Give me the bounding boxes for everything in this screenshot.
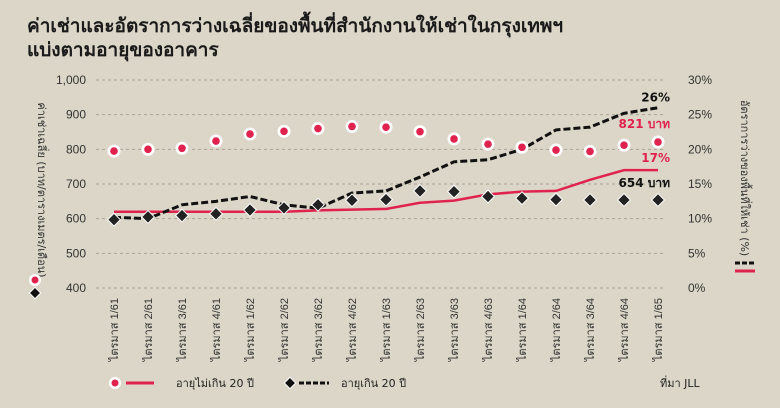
left-axis-label: ค่าเช่าเฉลี่ย (บาท/ตารางเมตร/เดือน): [28, 102, 50, 300]
annotation-rent-over20: 654 บาท: [619, 176, 671, 190]
legend: อายุไม่เกิน 20 ปี อายุเกิน 20 ปี: [0, 374, 780, 394]
annotation-vacancy-under20: 17%: [641, 151, 670, 165]
x-tick-label: ไตรมาส 1/65: [652, 298, 665, 362]
rent-over20-diamond: [650, 192, 666, 208]
x-tick-label: ไตรมาส 4/64: [618, 298, 631, 362]
rent-under20-dot-inner: [280, 127, 288, 136]
rent-under20-dot-inner: [552, 146, 560, 154]
annotation-rent-under20: 821 บาท: [619, 117, 671, 131]
legend-diamond-icon: [28, 286, 42, 300]
legend-over20-label: อายุเกิน 20 ปี: [341, 377, 407, 390]
right-axis-ticks: 0% 5% 10% 15% 20% 25% 30%: [688, 73, 712, 295]
rent-under20-dot-inner: [586, 147, 594, 156]
left-tick-label: 500: [66, 246, 86, 260]
rent-under20-dot-inner: [654, 138, 662, 146]
source-note: ที่มา JLL: [660, 377, 700, 390]
left-axis-ticks: 400 500 600 700 800 900 1,000: [56, 73, 86, 295]
x-tick-label: ไตรมาส 1/61: [108, 298, 121, 362]
rent-over20-diamond: [446, 184, 462, 199]
rent-under20-dot-inner: [484, 140, 492, 148]
right-tick-label: 10%: [688, 212, 712, 226]
right-tick-label: 20%: [688, 142, 712, 156]
right-tick-label: 5%: [688, 246, 706, 260]
rent-over20-diamond: [174, 208, 190, 223]
left-tick-label: 600: [66, 212, 86, 226]
left-tick-label: 1,000: [56, 73, 86, 87]
rent-over20-diamond: [310, 197, 326, 212]
rent-over20-diamond: [208, 206, 224, 221]
rent-over20-diamond: [378, 192, 394, 207]
rent-over20-diamond: [106, 212, 122, 227]
annotation-vacancy-over20: 26%: [641, 91, 670, 105]
rent-over20-diamond: [582, 192, 598, 208]
rent-under20-dot-inner: [144, 145, 152, 154]
gridlines: [96, 79, 666, 289]
right-axis-label: อัตราการว่างของพื้นที่ให้เช่า (%): [735, 100, 755, 273]
vacancy-over20-line: [113, 106, 659, 221]
rent-over20-diamond: [514, 191, 530, 206]
legend-dot-icon-inner: [31, 276, 39, 284]
x-tick-label: ไตรมาส 1/64: [516, 298, 529, 362]
rent-over20-diamond: [616, 192, 632, 208]
legend-under20-icon: [109, 377, 154, 389]
rent-under20-dot-inner: [178, 144, 186, 153]
legend-over20-icon: [283, 376, 329, 390]
title-line-1: ค่าเช่าและอัตราการว่างเฉลี่ยของพื้นที่สำ…: [27, 15, 564, 37]
rent-under20-dot-inner: [348, 122, 356, 131]
rent-under20-dot-inner: [314, 124, 322, 133]
x-tick-label: ไตรมาส 2/64: [550, 298, 563, 362]
x-axis-ticks: ไตรมาส 1/61 ไตรมาส 2/61 ไตรมาส 3/61 ไตรมาส …: [108, 298, 665, 362]
rent-under20-dot-inner: [110, 147, 118, 155]
rent-over20-diamond: [140, 209, 156, 225]
x-tick-label: ไตรมาส 1/63: [380, 298, 393, 362]
legend-item-under-20: อายุไม่เกิน 20 ปี: [108, 374, 254, 392]
rent-under20-dot-inner: [518, 143, 526, 152]
rent-over20-diamond: [480, 189, 496, 204]
rent-under20-dot-inner: [382, 123, 390, 131]
rent-under20-dot-inner: [212, 137, 220, 145]
chart-title: ค่าเช่าและอัตราการว่างเฉลี่ยของพื้นที่สำ…: [27, 14, 563, 62]
x-tick-label: ไตรมาส 3/64: [584, 298, 597, 362]
left-tick-label: 900: [66, 108, 86, 122]
left-tick-label: 700: [66, 177, 86, 191]
legend-under20-label: อายุไม่เกิน 20 ปี: [176, 377, 254, 390]
x-tick-label: ไตรมาส 2/61: [142, 298, 155, 362]
x-tick-label: ไตรมาส 2/63: [414, 298, 427, 362]
right-tick-label: 25%: [688, 108, 712, 122]
vacancy-under20-line: [114, 168, 658, 213]
x-tick-label: ไตรมาส 4/61: [210, 298, 223, 362]
x-tick-label: ไตรมาส 4/62: [346, 298, 359, 362]
x-tick-label: ไตรมาส 3/63: [448, 298, 461, 362]
rent-under20-dot-inner: [450, 135, 458, 143]
rent-over20-diamond: [412, 183, 428, 199]
legend-item-over-20: อายุเกิน 20 ปี: [283, 374, 406, 392]
left-tick-label: 800: [66, 142, 86, 156]
right-axis-title: อัตราการว่างของพื้นที่ให้เช่า (%): [738, 100, 753, 256]
right-tick-label: 15%: [688, 177, 712, 191]
series-markers: [106, 119, 666, 227]
x-tick-label: ไตรมาส 4/63: [482, 298, 495, 362]
right-tick-label: 30%: [688, 73, 712, 87]
rent-over20-diamond: [242, 202, 258, 218]
rent-under20-dot-inner: [620, 141, 628, 149]
rent-over20-diamond: [344, 193, 360, 208]
rent-under20-dot-inner: [416, 127, 424, 136]
annotations: 26% 821 บาท 17% 654 บาท: [619, 91, 671, 190]
left-tick-label: 400: [66, 281, 86, 295]
left-axis-title: ค่าเช่าเฉลี่ย (บาท/ตารางเมตร/เดือน): [35, 102, 50, 277]
rent-under20-dot-inner: [246, 130, 254, 138]
x-tick-label: ไตรมาส 3/62: [312, 298, 325, 362]
x-tick-label: ไตรมาส 1/62: [244, 298, 257, 362]
rent-over20-diamond: [548, 192, 564, 207]
rent-over20-diamond: [276, 200, 292, 215]
right-tick-label: 0%: [688, 281, 706, 295]
title-line-2: แบ่งตามอายุของอาคาร: [27, 39, 219, 61]
x-tick-label: ไตรมาส 2/62: [278, 298, 291, 362]
x-tick-label: ไตรมาส 3/61: [176, 298, 189, 362]
series-lines: [113, 106, 659, 221]
